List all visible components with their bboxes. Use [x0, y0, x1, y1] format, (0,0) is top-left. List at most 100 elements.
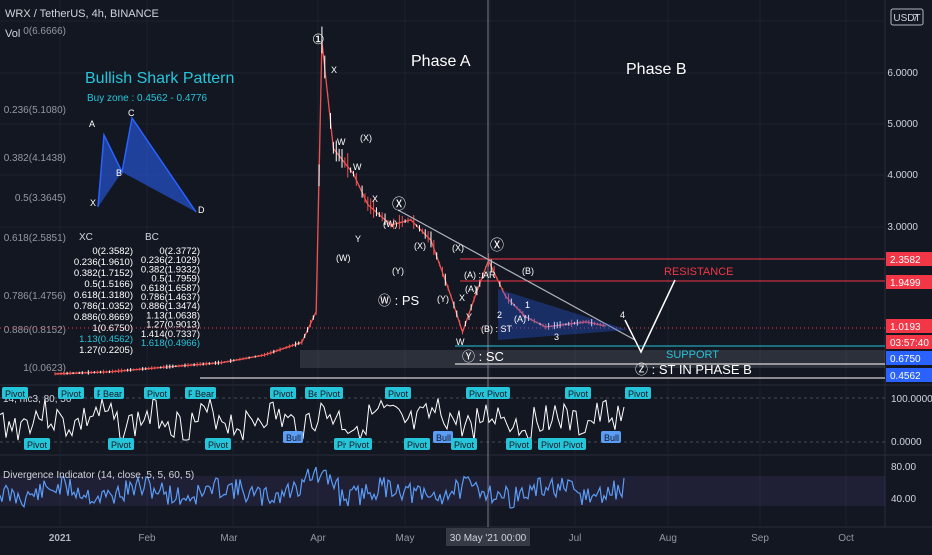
shark-outline: [97, 116, 197, 213]
rsi-tick-low: 0.0000: [891, 437, 922, 448]
rsi-signal-bottom: [108, 438, 134, 450]
price-tag-value[interactable]: 0.6750: [890, 354, 921, 365]
wave-label: (X): [414, 241, 426, 251]
rsi-signal-top: [192, 387, 216, 399]
pattern-point-c: C: [128, 108, 135, 118]
phase-b-label: Phase B: [626, 61, 686, 78]
phase-a-label: Phase A: [411, 53, 471, 70]
pattern-point-x: X: [90, 198, 96, 208]
wave-label: (W): [383, 219, 398, 229]
price-tag-value[interactable]: 1.0193: [890, 322, 921, 333]
bc-level: 1.13(1.0638): [146, 310, 200, 321]
div-label: Divergence Indicator (14, close, 5, 5, 6…: [3, 470, 194, 481]
fib-level-label: 0.236(5.1080): [4, 105, 66, 116]
wave-label: X: [331, 65, 337, 75]
price-series: [54, 26, 607, 376]
xc-level: 0.236(1.9610): [74, 257, 133, 268]
sc-label: Ⓨ : SC: [462, 349, 504, 364]
bc-header: BC: [145, 232, 159, 243]
bc-level: 0.5(1.7959): [151, 274, 200, 285]
rsi-line: [0, 398, 625, 442]
price-tag-value[interactable]: 0.4562: [890, 371, 921, 382]
rsi-signal-bottom-label: Pivot: [349, 440, 370, 450]
currency-badge-box[interactable]: [890, 8, 924, 26]
divergence-line: [0, 466, 625, 509]
rsi-signal-bottom-label: Pivot: [541, 440, 562, 450]
projection-path: [624, 279, 676, 354]
bc-level: 1.27(0.9013): [146, 320, 200, 331]
rsi-label: 14, hlc3, 80, 50: [3, 394, 72, 405]
price-tag-value[interactable]: 03:57:40: [890, 338, 929, 349]
price-tag-box[interactable]: [886, 351, 932, 365]
wave-label: (B): [522, 266, 534, 276]
xc-level: 0.5(1.5166): [84, 279, 133, 290]
xc-level: 1.27(0.2205): [79, 345, 133, 356]
price-tag-box[interactable]: [886, 275, 932, 289]
symbol-title: WRX / TetherUS, 4h, BINANCE: [5, 8, 159, 20]
pattern-point-d: D: [198, 205, 205, 215]
rsi-signal-top: [565, 387, 591, 399]
price-tag-box[interactable]: [886, 335, 932, 349]
wave-label: W: [337, 137, 346, 147]
xc-header: XC: [79, 232, 93, 243]
bc-level: 0.382(1.9332): [141, 264, 200, 275]
rsi-signal-bottom-label: Bull: [286, 433, 301, 443]
price-tick: 4.0000: [887, 170, 918, 181]
fib-level-label: 0(6.6666): [23, 26, 66, 37]
support-zone: [300, 350, 885, 368]
fib-level-labels: 0(6.6666) 0.236(5.1080) 0.382(4.1438) 0.5(3…: [4, 26, 66, 374]
volume-label: Vol: [5, 28, 20, 40]
price-tag-box[interactable]: [886, 252, 932, 266]
wave-x-marker-1: Ⓧ: [392, 196, 406, 212]
rsi-signal-top: [385, 387, 411, 399]
price-tag-value[interactable]: 1.9499: [890, 278, 921, 289]
resistance-label: RESISTANCE: [664, 266, 733, 278]
time-tick: Aug: [659, 533, 677, 544]
wave-label: (X): [360, 133, 372, 143]
fib-level-label: 0.618(2.5851): [4, 233, 66, 244]
wave-label: Y: [466, 312, 472, 322]
xc-level-list: 0(2.3582)0.236(1.9610)0.382(1.7152)0.5(1…: [74, 246, 133, 356]
rsi-signal-bottom-label: Bull: [436, 433, 451, 443]
price-tag-box[interactable]: [886, 368, 932, 382]
shark-leg-bcd: [122, 118, 196, 212]
rsi-signal-bottom: [346, 438, 372, 450]
bc-level: 0.886(1.3474): [141, 301, 200, 312]
rsi-signal-bottom: [451, 438, 477, 450]
wave-label: W: [456, 337, 465, 347]
rsi-signal-bottom: [538, 438, 564, 450]
xc-level: 1.13(0.4562): [79, 334, 133, 345]
rsi-signal-bottom: [506, 438, 532, 450]
time-tick: Mar: [220, 533, 238, 544]
bc-level: 0(2.3772): [159, 246, 200, 257]
wave-label: (W): [336, 253, 351, 263]
wave-label: X: [372, 194, 378, 204]
crosshair-time-tag: [446, 528, 530, 546]
buy-zone-label: Buy zone : 0.4562 - 0.4776: [87, 93, 208, 104]
rsi-signal-top-label: Pivot: [568, 389, 589, 399]
rsi-signal-bottom: [560, 438, 586, 450]
xc-level: 0.886(0.8669): [74, 312, 133, 323]
pattern-point-a: A: [89, 119, 95, 129]
rsi-signal-top-label: Pivot: [147, 389, 168, 399]
bc-level: 1.618(0.4966): [141, 338, 200, 349]
fib-level-label: 0.5(3.3645): [15, 193, 66, 204]
wave-label: (Y): [437, 294, 449, 304]
currency-badge[interactable]: USDT: [893, 13, 920, 24]
rsi-signal-bottom-label: Pivot: [407, 440, 428, 450]
bc-level: 1.414(0.7337): [141, 329, 200, 340]
price-tag-value[interactable]: 2.3582: [890, 255, 921, 266]
rsi-signal-top-label: Pivot: [273, 389, 294, 399]
rsi-signal-top: [317, 387, 343, 399]
bc-level: 0.786(1.4637): [141, 292, 200, 303]
triangle-fill: [498, 289, 628, 340]
rsi-signal-bottom-label: Pivot: [454, 440, 475, 450]
price-tick: 5.0000: [887, 119, 918, 130]
price-tag-box[interactable]: [886, 319, 932, 333]
rsi-signal-bottom-label: Bull: [604, 433, 619, 443]
rsi-signal-top-label: Bear: [103, 389, 122, 399]
time-tick: 2021: [49, 533, 72, 544]
time-tick: Jul: [569, 533, 582, 544]
